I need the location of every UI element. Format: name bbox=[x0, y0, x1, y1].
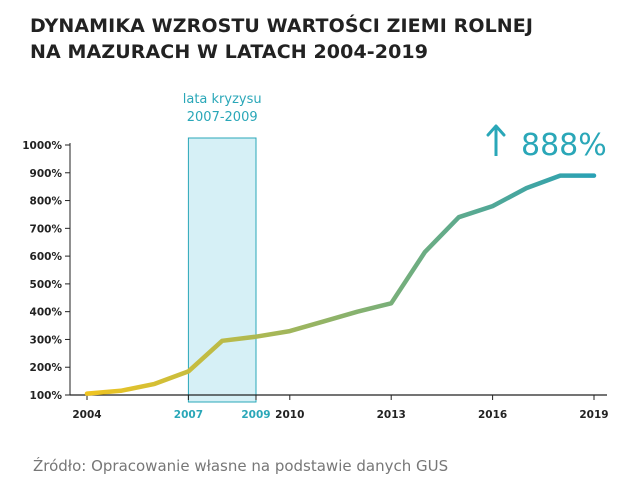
data-point bbox=[355, 309, 359, 313]
data-point bbox=[85, 391, 89, 395]
data-point bbox=[490, 204, 494, 208]
y-tick-label: 1000% bbox=[22, 140, 62, 152]
data-point bbox=[254, 334, 258, 338]
x-tick-label: 2019 bbox=[579, 409, 608, 421]
y-tick-label: 200% bbox=[30, 362, 63, 374]
data-point bbox=[288, 329, 292, 333]
x-tick-label: 2016 bbox=[478, 409, 507, 421]
crisis-period-band bbox=[187, 137, 257, 403]
crisis-period-label: lata kryzysu bbox=[183, 92, 262, 107]
y-tick-label: 800% bbox=[30, 196, 63, 208]
data-point bbox=[558, 173, 562, 177]
data-point bbox=[220, 339, 224, 343]
x-axis: 2004 2007 2009 2010 2013 2016 2019 bbox=[70, 394, 609, 421]
source-note: Źródło: Opracowanie własne na podstawie … bbox=[33, 457, 449, 475]
growth-annotation: 888% bbox=[486, 124, 607, 163]
data-point bbox=[457, 215, 461, 219]
chart-title-line-2: NA MAZURACH W LATACH 2004-2019 bbox=[30, 41, 429, 63]
chart-title: DYNAMIKA WZROSTU WARTOŚCI ZIEMI ROLNEJ N… bbox=[30, 13, 590, 65]
x-tick-label: 2010 bbox=[275, 409, 304, 421]
y-tick-label: 100% bbox=[30, 390, 63, 402]
data-point bbox=[524, 186, 528, 190]
chart-title-line-1: DYNAMIKA WZROSTU WARTOŚCI ZIEMI ROLNEJ bbox=[30, 15, 534, 37]
y-tick-label: 600% bbox=[30, 251, 63, 263]
y-tick-label: 300% bbox=[30, 334, 63, 346]
data-point bbox=[389, 301, 393, 305]
crisis-period: lata kryzysu 2007-2009 bbox=[183, 92, 262, 403]
y-tick-label: 700% bbox=[30, 223, 63, 235]
series-line bbox=[84, 173, 597, 396]
data-point bbox=[119, 389, 123, 393]
x-tick-label: 2004 bbox=[72, 409, 101, 421]
y-axis: 100% 200% 300% 400% 500% 600% 700% 800% 900% 1000… bbox=[22, 140, 71, 402]
y-tick-label: 900% bbox=[30, 168, 63, 180]
crisis-period-years: 2007-2009 bbox=[187, 110, 258, 125]
data-point bbox=[423, 250, 427, 254]
y-tick-label: 500% bbox=[30, 279, 63, 291]
up-arrow-icon bbox=[486, 124, 506, 156]
data-point bbox=[186, 369, 190, 373]
data-point bbox=[152, 382, 156, 386]
growth-value: 888% bbox=[521, 128, 607, 163]
x-tick-label: 2007 bbox=[174, 409, 203, 421]
x-tick-label: 2009 bbox=[241, 409, 270, 421]
data-point bbox=[592, 173, 596, 177]
series-points bbox=[85, 173, 596, 395]
y-tick-label: 400% bbox=[30, 307, 63, 319]
data-point bbox=[321, 319, 325, 323]
x-tick-label: 2013 bbox=[377, 409, 406, 421]
